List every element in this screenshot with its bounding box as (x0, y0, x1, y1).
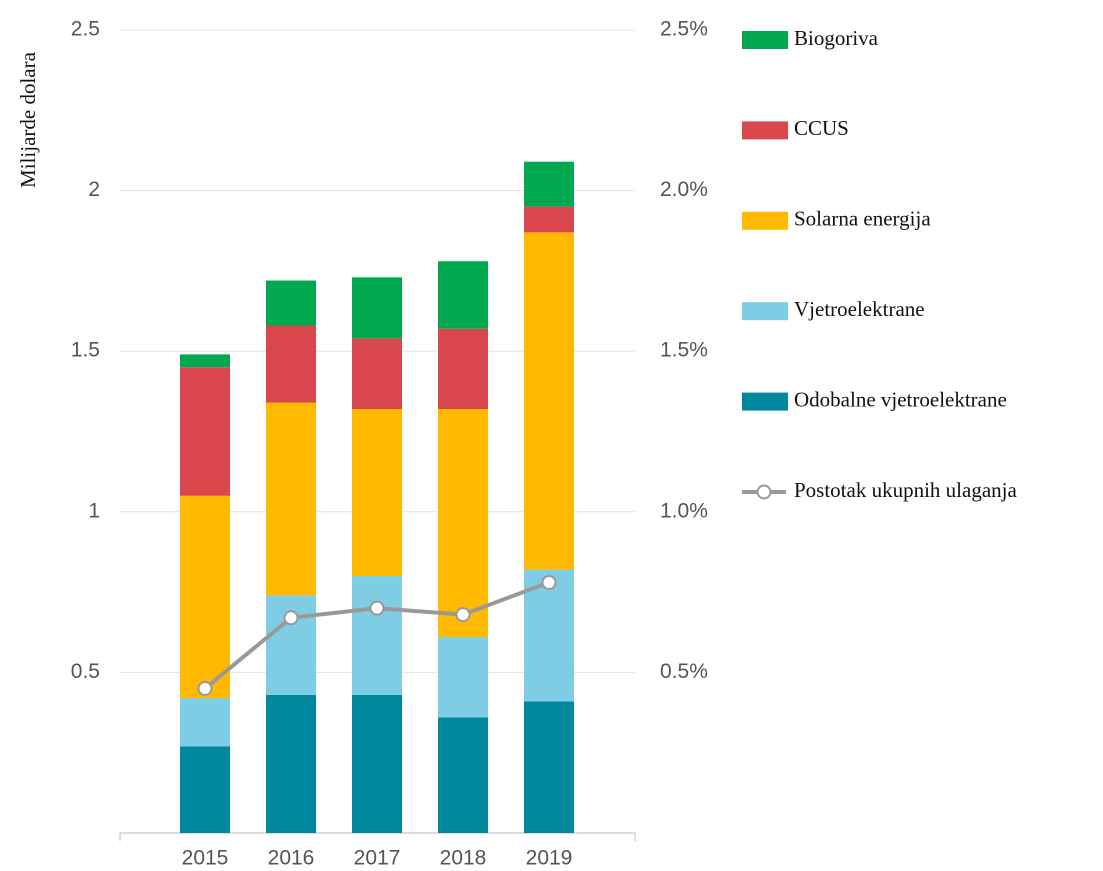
x-tick-label: 2015 (182, 847, 229, 870)
bar-segment (524, 701, 574, 833)
line-marker (455, 607, 471, 623)
bar-segment (266, 595, 316, 695)
bar-segment (524, 206, 574, 233)
bar-segment (438, 328, 488, 410)
y-tick-label: 1.5 (71, 339, 100, 362)
bar-segment (180, 746, 230, 833)
y2-tick-label: 2.0% (660, 178, 708, 201)
bar-segment (524, 161, 574, 207)
legend-swatch (742, 121, 788, 140)
legend-label: CCUS (794, 116, 849, 140)
bar-segment (438, 261, 488, 329)
bar-segment (266, 694, 316, 833)
bar-segment (352, 694, 402, 833)
bar-segment (180, 495, 230, 699)
y2-tick-label: 1.0% (660, 499, 708, 522)
x-tick-label: 2018 (440, 847, 487, 870)
line-marker (197, 680, 213, 696)
legend-marker (756, 484, 772, 500)
legend-label: Biogoriva (794, 26, 879, 50)
x-tick-label: 2016 (268, 847, 315, 870)
y-tick-label: 2 (88, 178, 100, 201)
y-tick-label: 2.5 (71, 18, 100, 41)
legend-swatch (742, 31, 788, 49)
bar-segment (352, 338, 402, 410)
legend-label: Odobalne vjetroelektrane (794, 387, 1007, 411)
bar-segment (180, 354, 230, 368)
legend-label: Postotak ukupnih ulaganja (794, 478, 1017, 502)
bar-segment (438, 409, 488, 638)
bar-segment (180, 367, 230, 496)
legend-swatch (742, 211, 788, 230)
x-tick-label: 2019 (526, 847, 573, 870)
bar-segment (352, 277, 402, 339)
bar-segment (524, 232, 574, 570)
bar-segment (266, 325, 316, 403)
bar-segment (438, 717, 488, 833)
bar-segment (180, 698, 230, 747)
line-marker (283, 610, 299, 626)
x-tick-label: 2017 (354, 847, 401, 870)
bar-segment (352, 576, 402, 695)
bar-segment (438, 637, 488, 718)
bar-segment (266, 402, 316, 596)
legend-swatch (742, 392, 788, 411)
y2-tick-label: 2.5% (660, 18, 708, 41)
y2-tick-label: 1.5% (660, 339, 708, 362)
legend-swatch (742, 302, 788, 321)
legend-label: Solarna energija (794, 207, 931, 231)
bar-segment (266, 280, 316, 326)
y-tick-label: 1 (88, 499, 100, 522)
bar-segment (524, 569, 574, 702)
y-tick-label: 0.5 (71, 660, 100, 683)
line-marker (541, 574, 557, 590)
bar-segment (352, 409, 402, 577)
y-axis-label: Milijarde dolara (16, 51, 40, 188)
legend-label: Vjetroelektrane (794, 297, 925, 321)
y2-tick-label: 0.5% (660, 660, 708, 683)
line-marker (369, 600, 385, 616)
